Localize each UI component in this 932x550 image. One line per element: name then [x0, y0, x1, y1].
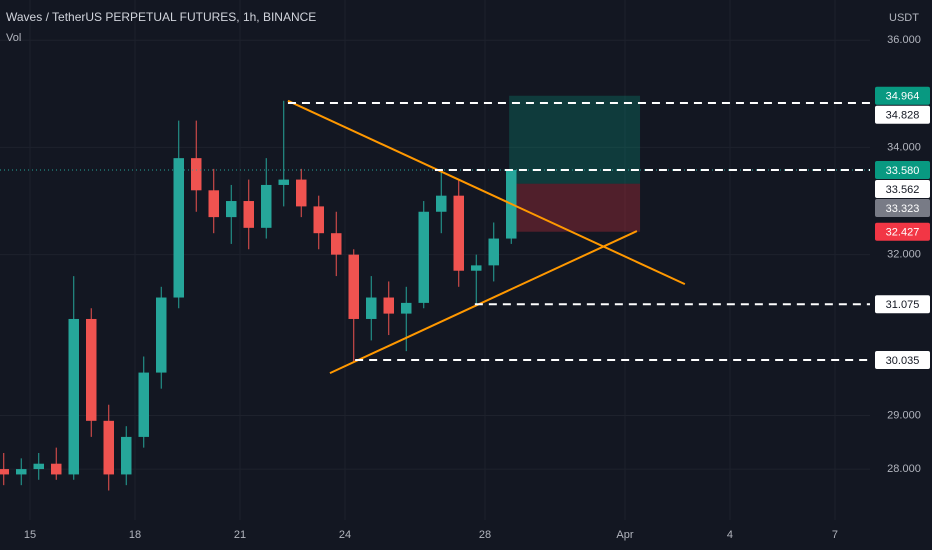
- price-badge: [875, 179, 930, 198]
- price-badge: [875, 160, 930, 179]
- x-tick-label: 18: [129, 529, 141, 541]
- candle-body: [383, 297, 394, 314]
- x-tick-label: 15: [24, 529, 36, 541]
- x-tick-label: 7: [832, 529, 838, 541]
- price-badge-label: 32.427: [886, 227, 920, 239]
- candle-body: [155, 297, 167, 373]
- price-badge-label: 31.075: [886, 299, 920, 311]
- price-badge: [875, 350, 930, 369]
- price-badge: [875, 295, 930, 314]
- price-badge: [875, 86, 930, 105]
- candle-body: [418, 211, 429, 303]
- trend-line: [329, 230, 638, 375]
- stop-zone: [509, 183, 641, 232]
- x-tick-label: 21: [234, 529, 246, 541]
- candle-body: [488, 238, 499, 266]
- y-tick-label: 34.000: [887, 141, 921, 153]
- x-tick-label: 28: [479, 529, 491, 541]
- price-badge-label: 33.323: [886, 203, 920, 215]
- candle-body: [120, 436, 132, 475]
- candle-body: [208, 190, 219, 218]
- candle-body: [243, 201, 254, 228]
- x-tick-label: 24: [339, 529, 351, 541]
- volume-label: Vol: [6, 32, 21, 44]
- y-tick-label: 28.000: [887, 463, 921, 475]
- y-tick-label: 36.000: [887, 34, 921, 46]
- candle-body: [260, 184, 272, 228]
- price-badge-label: 34.964: [886, 91, 920, 103]
- candle-body: [295, 179, 307, 207]
- candle-body: [225, 201, 237, 218]
- candle-body: [68, 318, 79, 475]
- y-tick-label: 32.000: [887, 249, 921, 261]
- axis-unit: USDT: [889, 12, 919, 24]
- candle-body: [400, 302, 412, 314]
- candle-body: [435, 195, 447, 212]
- chart-title: Waves / TetherUS PERPETUAL FUTURES, 1h, …: [6, 10, 316, 24]
- candle-body: [0, 469, 9, 475]
- candle-body: [190, 158, 202, 191]
- price-badge: [875, 198, 930, 217]
- y-tick-label: 29.000: [887, 409, 921, 421]
- candle-body: [173, 158, 184, 298]
- candle-body: [50, 463, 62, 475]
- candle-body: [278, 179, 289, 185]
- price-badge-label: 34.828: [886, 110, 920, 122]
- candle-body: [15, 469, 27, 475]
- candle-body: [103, 420, 114, 475]
- candle-body: [138, 372, 149, 437]
- price-badge-label: 33.580: [886, 165, 920, 177]
- price-badge-label: 30.035: [886, 355, 920, 367]
- candle-body: [348, 254, 359, 319]
- candle-body: [313, 206, 324, 234]
- trend-line: [287, 99, 686, 286]
- price-badge-label: 33.562: [886, 184, 920, 196]
- candle-body: [330, 233, 342, 255]
- price-badge: [875, 105, 930, 124]
- candle-body: [85, 318, 97, 421]
- candle-body: [453, 195, 464, 271]
- x-tick-label: 4: [727, 529, 733, 541]
- candle-body: [365, 297, 377, 319]
- price-badge: [875, 222, 930, 241]
- candle-body: [33, 463, 44, 470]
- candle-body: [470, 265, 482, 271]
- x-tick-label: Apr: [616, 529, 633, 541]
